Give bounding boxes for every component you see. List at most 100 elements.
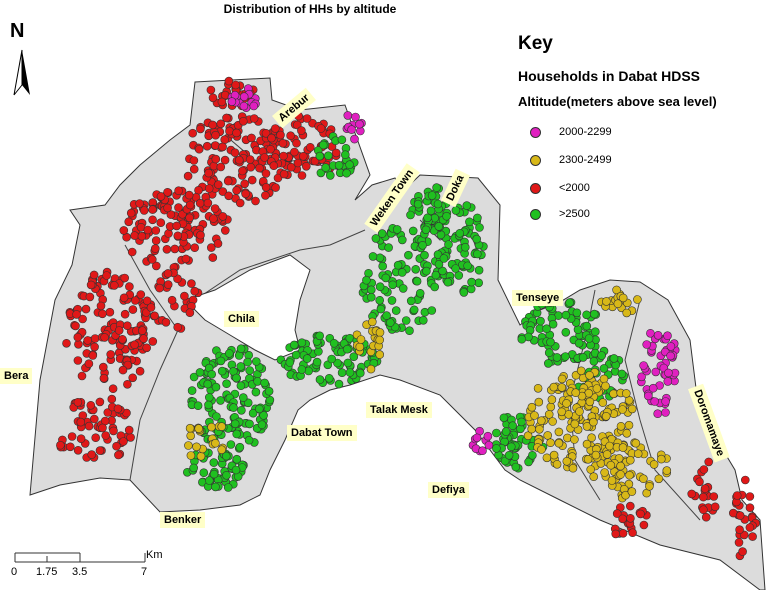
household-dot — [207, 422, 216, 432]
household-dot — [661, 408, 670, 417]
household-dot — [208, 253, 218, 262]
household-dot — [548, 417, 557, 426]
household-dot — [187, 279, 196, 288]
household-dot — [418, 315, 428, 325]
household-dot — [375, 282, 385, 292]
household-dot — [653, 330, 663, 340]
household-dot — [249, 101, 259, 111]
household-dot — [236, 362, 246, 371]
household-dot — [163, 203, 172, 213]
household-dot — [443, 277, 453, 287]
household-dot — [230, 148, 240, 157]
household-dot — [56, 440, 65, 450]
household-dot — [734, 538, 744, 547]
household-dot — [245, 366, 254, 375]
household-dot — [279, 169, 289, 179]
household-dot — [128, 305, 138, 314]
household-dot — [204, 400, 213, 410]
household-dot — [135, 366, 145, 376]
household-dot — [582, 321, 592, 331]
household-dot — [459, 288, 469, 297]
household-dot — [273, 173, 283, 183]
household-dot — [302, 354, 312, 363]
household-dot — [627, 487, 637, 496]
household-dot — [666, 342, 676, 351]
household-dot — [74, 339, 83, 349]
household-dot — [194, 424, 203, 433]
district-boundary — [194, 229, 366, 301]
household-dot — [355, 119, 364, 129]
household-dot — [103, 408, 113, 417]
household-dot — [222, 470, 231, 480]
household-dot — [391, 306, 401, 315]
map-title: Distribution of HHs by altitude — [223, 2, 397, 16]
household-dot — [418, 241, 427, 250]
household-dot — [243, 357, 252, 367]
household-dot — [612, 509, 622, 518]
household-dot — [225, 126, 234, 136]
household-dot — [527, 402, 537, 412]
household-dot — [131, 296, 140, 305]
household-dot — [119, 437, 128, 446]
household-dot — [633, 295, 642, 304]
household-dot — [406, 210, 415, 220]
household-dot — [146, 303, 156, 312]
household-dot — [251, 387, 261, 397]
household-dot — [76, 434, 86, 444]
household-dot — [151, 236, 161, 245]
household-dot — [483, 431, 493, 441]
place-label-benker: Benker — [160, 512, 206, 528]
household-dot — [587, 433, 596, 443]
household-dot — [189, 156, 199, 165]
household-dot — [199, 468, 209, 478]
household-dot — [225, 349, 234, 358]
household-dot — [411, 264, 421, 274]
household-dot — [209, 469, 219, 479]
household-dot — [506, 442, 516, 452]
household-dot — [557, 407, 567, 417]
household-dot — [270, 124, 280, 133]
household-dot — [544, 410, 554, 419]
household-dot — [99, 362, 108, 372]
household-dot — [343, 111, 353, 120]
household-dot — [534, 397, 544, 407]
household-dot — [589, 309, 599, 319]
household-dot — [463, 261, 472, 271]
household-dot — [607, 476, 617, 485]
household-dot — [86, 400, 96, 410]
household-dot — [163, 188, 172, 197]
household-dot — [105, 307, 115, 317]
household-dot — [574, 338, 584, 348]
household-dot — [523, 431, 533, 441]
household-dot — [591, 450, 601, 460]
household-dot — [563, 433, 572, 443]
household-dot — [430, 282, 440, 292]
household-dot — [546, 438, 555, 448]
household-dot — [351, 112, 360, 122]
household-dot — [323, 151, 333, 160]
household-dot — [224, 191, 233, 201]
household-dot — [388, 280, 398, 290]
household-dot — [230, 419, 240, 429]
household-dot — [62, 338, 71, 348]
household-dot — [99, 373, 109, 383]
household-dot — [257, 420, 267, 430]
household-dot — [699, 505, 708, 515]
household-dot — [285, 358, 295, 367]
household-dot — [735, 511, 745, 520]
household-dot — [231, 465, 241, 475]
household-dot — [599, 374, 609, 384]
household-dot — [218, 142, 227, 152]
household-dot — [211, 141, 220, 150]
household-dot — [740, 475, 750, 485]
household-dot — [616, 461, 625, 471]
household-dot — [98, 423, 107, 433]
household-dot — [586, 465, 596, 474]
household-dot — [409, 305, 419, 315]
household-dot — [118, 334, 127, 344]
household-dot — [297, 126, 306, 135]
household-dot — [232, 373, 241, 383]
household-dot — [557, 374, 567, 384]
household-dot — [343, 358, 353, 368]
household-dot — [237, 405, 246, 415]
